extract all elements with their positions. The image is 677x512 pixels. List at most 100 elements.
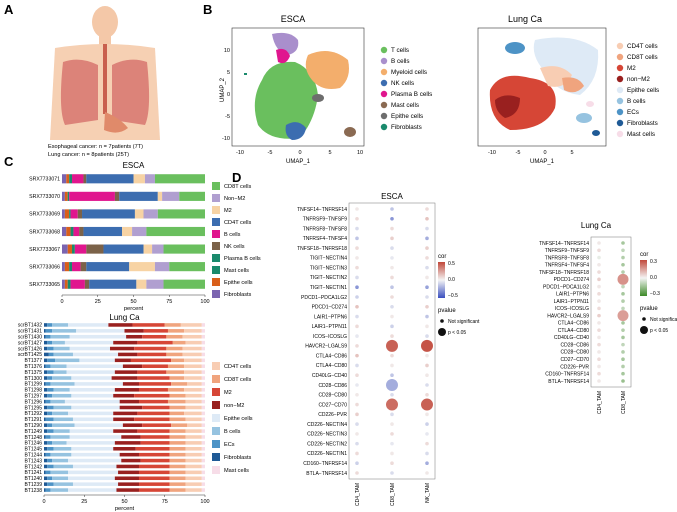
bar-segment	[137, 376, 170, 380]
bar-segment	[113, 417, 135, 422]
dotplot-row-label: LAIR1−PTPN11	[554, 299, 590, 305]
bar-segment	[201, 323, 205, 327]
cor-tick-label: 0.0	[448, 277, 455, 283]
panel-a-esophageal-note: Esophageal cancer: n = 7patients (7T)	[48, 144, 143, 150]
x-axis-label: percent	[115, 506, 135, 512]
umap-esca-ytick: 10	[224, 48, 230, 54]
bar-segment	[185, 447, 202, 451]
umap-lung-legend-label: M2	[627, 65, 636, 72]
bar-segment	[137, 429, 170, 433]
bar-segment	[52, 411, 69, 416]
bar-category-label: scrBT1427	[18, 340, 42, 346]
dotplot-dot	[597, 328, 601, 332]
bar-segment	[169, 476, 186, 481]
bar-segment	[45, 435, 51, 439]
bar-segment	[62, 262, 65, 272]
bar-segment	[47, 393, 53, 398]
bar-segment	[185, 393, 202, 398]
umap-lung-legend-swatch	[616, 42, 624, 50]
bar-segment	[64, 399, 120, 404]
bar-segment	[185, 470, 202, 475]
legend-swatch	[212, 453, 220, 461]
dotplot-dot	[425, 383, 429, 387]
dotplot-row-label: TNFRSF8−TNFSF8	[545, 255, 590, 261]
dotplot-dot	[621, 342, 625, 347]
dotplot-dot	[425, 422, 429, 426]
umap-esca-legend: T cells B cells Myeloid cells NK cells Plasm…	[380, 46, 432, 131]
dotplot-dot	[390, 451, 394, 456]
bar-segment	[169, 482, 186, 486]
legend-label: non−M2	[224, 403, 244, 409]
bar-segment	[66, 364, 123, 368]
bar-category-label: SRX7733071	[29, 177, 60, 183]
dotplot-dot	[390, 236, 394, 241]
bar-segment	[53, 417, 73, 422]
lung-dotplot: Lung CaTNFSF14−TNFRSF14TNFRSF9−TNFSF9TNF…	[539, 221, 677, 414]
pvalue-big-dot	[438, 328, 446, 336]
bar-chart-title: Lung Ca	[109, 313, 140, 322]
cluster-epithe-lung	[533, 37, 599, 95]
dotplot-dot	[597, 299, 601, 303]
panel-label-b: B	[203, 2, 212, 17]
dotplot-row-label: CD28−CD80	[319, 393, 348, 399]
bar-segment	[144, 174, 155, 184]
bar-segment	[71, 376, 112, 380]
bar-category-label: BT1238	[24, 488, 42, 494]
bar-category-label: scrBT1432	[18, 323, 42, 329]
bar-segment	[114, 358, 131, 363]
bar-segment	[142, 364, 168, 368]
cluster-mast-lung	[586, 101, 594, 107]
dotplot-dot	[425, 275, 429, 280]
bar-segment	[44, 447, 48, 451]
dotplot-dot	[621, 328, 625, 332]
legend-label: Mast cells	[224, 468, 249, 474]
bar-segment	[47, 376, 53, 380]
dotplot-dot	[355, 295, 359, 299]
umap-esca-legend-swatch	[380, 123, 388, 131]
cluster-b-lung	[576, 113, 592, 123]
bar-segment	[74, 382, 123, 386]
bar-category-label: BT1377	[24, 358, 42, 364]
bar-segment	[116, 488, 139, 492]
bar-segment	[52, 393, 72, 398]
bar-category-label: BT1298	[24, 388, 42, 394]
umap-esca-legend-label: Mast cells	[391, 102, 419, 109]
umap-lung-xtick: -10	[488, 150, 496, 156]
umap-esca-legend-label: Plasma B cells	[391, 91, 432, 98]
bar-segment	[182, 352, 202, 357]
legend-label: B cells	[224, 429, 241, 435]
dotplot-dot	[597, 277, 601, 282]
bar-segment	[201, 411, 205, 416]
dotplot-dot	[390, 275, 394, 280]
dotplot-dot	[617, 273, 629, 285]
umap-esca-xtick: 0	[298, 150, 301, 156]
dotplot-dot	[355, 471, 359, 475]
dotplot-dot	[597, 284, 601, 289]
dotplot-dot	[390, 314, 394, 319]
dotplot-dot	[617, 310, 629, 322]
pvalue-small-dot	[642, 317, 646, 321]
bar-segment	[166, 334, 183, 339]
cluster-myeloid-cells	[305, 51, 349, 89]
bar-segment	[47, 441, 53, 445]
bar-segment	[44, 423, 48, 427]
bar-segment	[47, 405, 54, 410]
dotplot-row-label: TNFSF18−TNFRSF18	[297, 246, 347, 252]
dotplot-dot	[621, 241, 625, 245]
bar-segment	[184, 376, 202, 380]
dotplot-dot	[597, 342, 601, 347]
umap-esca-legend-swatch	[380, 68, 388, 76]
bar-segment	[137, 340, 173, 345]
umap-lung-legend-swatch	[616, 53, 624, 61]
umap-esca-ytick: 5	[227, 70, 230, 76]
bar-segment	[171, 423, 188, 427]
bar-segment	[110, 346, 135, 351]
legend-swatch	[212, 388, 220, 396]
x-tick-label: 50	[130, 299, 136, 305]
dotplot-dot	[355, 246, 359, 250]
bar-segment	[132, 226, 147, 237]
legend-label: ECs	[224, 442, 235, 448]
bar-segment	[185, 488, 202, 492]
bar-segment	[44, 488, 46, 492]
bar-segment	[66, 226, 71, 237]
